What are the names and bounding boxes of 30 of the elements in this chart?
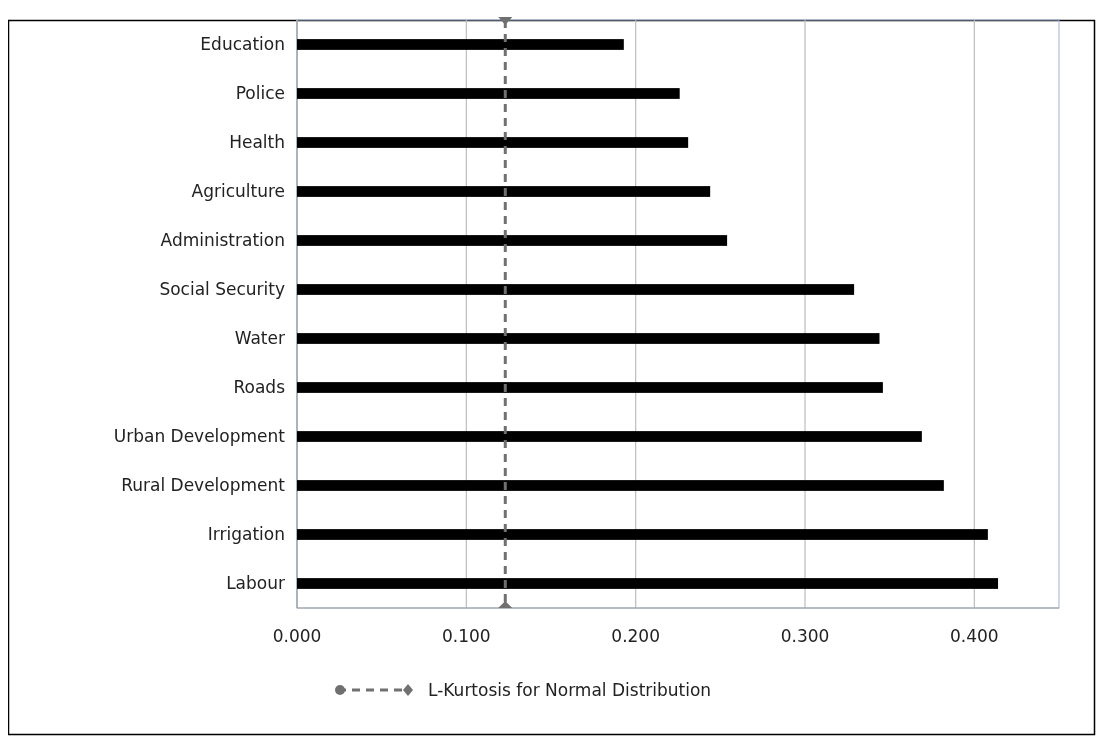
bar — [297, 186, 711, 197]
y-tick-label: Roads — [233, 377, 286, 398]
bar — [297, 39, 624, 50]
bar — [297, 382, 883, 393]
y-tick-label: Water — [234, 328, 285, 349]
y-tick-label: Administration — [160, 230, 285, 251]
y-tick-label: Health — [229, 132, 285, 153]
bar — [297, 431, 922, 442]
bar — [297, 480, 944, 491]
y-tick-label: Social Security — [159, 279, 285, 300]
y-tick-label: Labour — [226, 573, 285, 594]
bar — [297, 578, 999, 589]
y-tick-label: Agriculture — [191, 181, 285, 202]
y-tick-label: Rural Development — [121, 475, 286, 496]
bar — [297, 333, 880, 344]
bar — [297, 88, 680, 99]
x-tick-label: 0.000 — [272, 626, 322, 646]
bar — [297, 137, 689, 148]
x-tick-label: 0.200 — [611, 626, 660, 646]
y-tick-label: Irrigation — [207, 524, 285, 545]
y-tick-label: Urban Development — [113, 426, 286, 447]
x-tick-label: 0.100 — [442, 626, 491, 646]
y-tick-label: Education — [200, 34, 285, 55]
y-tick-label: Police — [235, 83, 285, 104]
bar — [297, 284, 855, 295]
legend-label: L-Kurtosis for Normal Distribution — [428, 679, 712, 700]
x-tick-label: 0.400 — [950, 626, 999, 646]
bar — [297, 529, 988, 540]
x-tick-label: 0.300 — [780, 626, 830, 646]
bar — [297, 235, 728, 246]
